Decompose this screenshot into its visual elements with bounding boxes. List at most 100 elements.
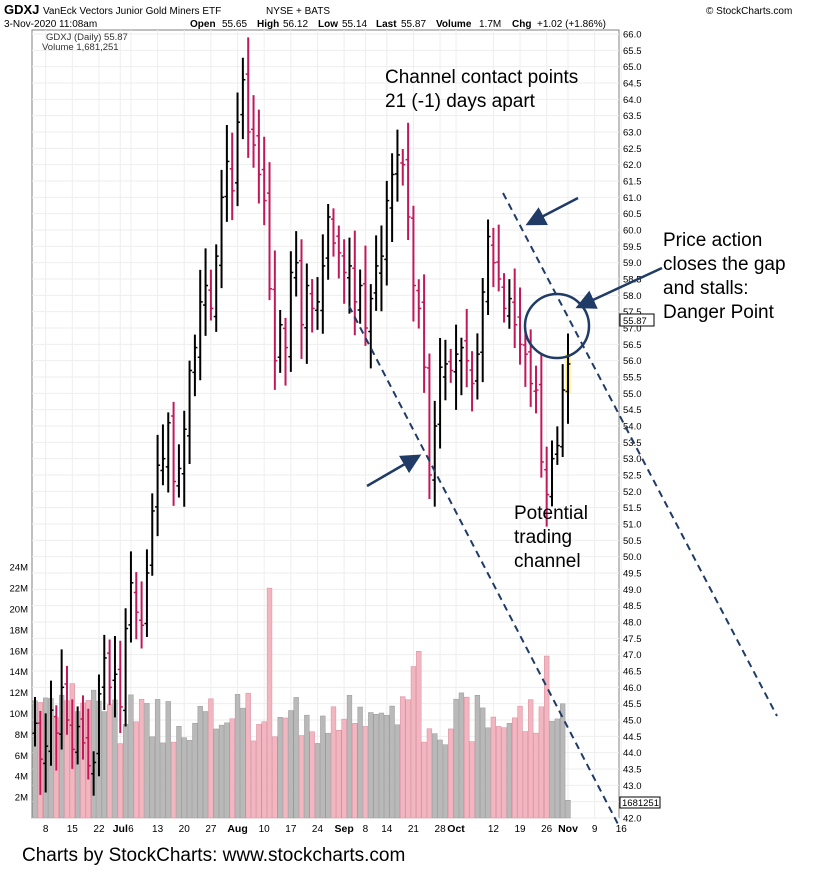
volume-bar [197,705,203,819]
price-tick-label: 42.0 [623,814,642,825]
date-tick-label: 22 [93,824,105,835]
date-tick-label: Oct [447,823,465,835]
volume-bar [458,692,465,819]
price-tick-label: 45.0 [623,716,642,727]
date-tick-label: 16 [616,824,628,835]
volume-bar [544,655,550,819]
volume-bar [389,705,395,819]
volume-bar [160,742,166,819]
header-exchange: NYSE + BATS [266,6,330,17]
volume-bar [112,699,118,819]
volume-bar [538,706,545,819]
last-price-tag: 55.87 [623,316,647,327]
price-tick-label: 49.5 [623,569,642,580]
annotation-channel-line1: Potential [514,503,588,524]
volume-tick-label: 20M [10,605,29,616]
volume-bar [485,727,491,819]
volume-bar [336,730,342,819]
date-tick-label: 13 [152,824,164,835]
date-tick-label: Jul [113,823,128,835]
volume-bar [320,715,326,819]
volume-bar [432,733,438,819]
channel-lower-line [348,305,621,829]
price-tick-label: 48.0 [623,618,642,629]
volume-bar [101,711,107,819]
date-tick-label: 6 [128,824,134,835]
price-tick-label: 51.0 [623,520,642,531]
volume-label: Volume [436,19,472,30]
price-tick-label: 66.0 [623,30,642,41]
price-tick-label: 45.5 [623,699,642,710]
price-tick-label: 46.0 [623,683,642,694]
chg-value: +1.02 (+1.86%) [537,19,606,30]
volume-bar [496,726,502,819]
volume-bar [549,721,555,819]
volume-bar [144,703,150,819]
high-value: 56.12 [283,19,308,30]
volume-tick-label: 2M [15,793,28,804]
high-label: High [257,19,279,30]
price-tick-label: 57.0 [623,324,642,335]
price-tick-label: 47.0 [623,650,642,661]
price-tick-label: 53.5 [623,438,642,449]
volume-bar [192,722,198,819]
open-label: Open [190,19,216,30]
volume-bar [293,697,299,819]
footer-credit: Charts by StockCharts: www.stockcharts.c… [22,845,405,866]
price-tick-label: 53.0 [623,454,642,465]
date-tick-label: 27 [205,824,217,835]
volume-bar [437,739,443,819]
volume-bar [288,710,294,819]
volume-bar [480,707,486,819]
volume-tick-label: 12M [10,688,29,699]
volume-bar [122,724,129,819]
volume-axis: 2M 4M 6M 8M 10M 12M 14M 16M 18M 20M 22M 24M [10,563,29,804]
volume-bar [133,721,139,819]
price-tick-label: 64.5 [623,79,642,90]
volume-tick-label: 22M [10,584,29,595]
volume-bar [474,695,481,819]
price-tick-label: 62.5 [623,144,642,155]
volume-bar [282,717,289,819]
volume-bar [533,732,539,819]
arrow-lower-contact [366,454,422,488]
volume-bar [490,716,497,819]
arrow-upper-contact [525,196,579,226]
volume-bar [186,740,193,819]
volume-bar [245,692,251,819]
volume-bar [341,718,347,819]
price-tick-label: 64.0 [623,95,642,106]
last-volume-tag-box [619,796,661,809]
open-value: 55.65 [222,19,247,30]
price-tick-label: 46.5 [623,667,642,678]
volume-bar [352,723,358,819]
arrow-danger-point [575,266,663,309]
volume-bar [394,724,401,819]
volume-bar [325,732,331,819]
date-tick-label: 8 [43,824,49,835]
date-tick-label: 21 [408,824,420,835]
volume-bar [357,706,363,819]
date-tick-label: 8 [363,824,369,835]
last-volume-tag: 1681251 [622,798,659,809]
volume-tick-label: 18M [10,625,29,636]
price-tick-label: 62.0 [623,160,642,171]
price-tick-label: 51.5 [623,503,642,514]
legend-price: GDXJ (Daily) 55.87 [46,32,128,43]
volume-bar [405,699,411,819]
header-source: © StockCharts.com [706,6,792,17]
price-tick-label: 60.5 [623,209,642,220]
low-value: 55.14 [342,19,367,30]
price-tick-label: 57.5 [623,307,642,318]
date-tick-label: 19 [514,824,526,835]
volume-tick-label: 6M [15,751,28,762]
volume-bar [554,718,560,819]
volume-bar [224,722,230,819]
volume-bar [421,741,427,819]
volume-bar [234,694,241,819]
volume-bar [117,743,123,819]
volume-bar [512,717,518,819]
date-tick-label: 14 [381,824,393,835]
price-tick-label: 49.0 [623,585,642,596]
